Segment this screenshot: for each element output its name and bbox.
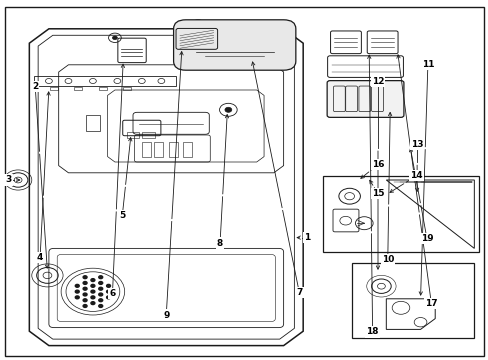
Text: 3: 3 <box>5 175 11 184</box>
Circle shape <box>99 299 102 302</box>
Circle shape <box>75 284 79 287</box>
Circle shape <box>195 23 201 27</box>
Bar <box>34 76 176 86</box>
Bar <box>154 142 163 157</box>
FancyBboxPatch shape <box>326 81 403 117</box>
Circle shape <box>91 284 95 287</box>
Circle shape <box>91 279 95 282</box>
Bar <box>142 132 154 138</box>
Text: 11: 11 <box>421 60 433 69</box>
Circle shape <box>91 302 95 305</box>
Circle shape <box>106 296 110 299</box>
Bar <box>351 263 473 338</box>
Text: 1: 1 <box>304 233 309 242</box>
Text: 18: 18 <box>366 328 378 336</box>
Bar <box>50 87 58 90</box>
Text: 19: 19 <box>420 234 432 243</box>
Bar <box>123 87 131 90</box>
Circle shape <box>91 290 95 293</box>
Text: 15: 15 <box>371 189 384 198</box>
Circle shape <box>75 296 79 299</box>
FancyBboxPatch shape <box>173 20 295 70</box>
Bar <box>85 115 100 131</box>
Text: 7: 7 <box>295 288 302 297</box>
Text: 6: 6 <box>109 289 115 298</box>
Bar <box>126 132 139 138</box>
Bar <box>322 176 478 252</box>
Text: 8: 8 <box>217 238 223 248</box>
Text: 4: 4 <box>37 253 43 262</box>
Circle shape <box>112 36 117 40</box>
Text: 16: 16 <box>371 160 384 169</box>
Circle shape <box>224 107 231 112</box>
Circle shape <box>106 290 110 293</box>
Text: 17: 17 <box>424 299 437 307</box>
Circle shape <box>99 287 102 290</box>
Text: 10: 10 <box>381 256 393 264</box>
Text: 12: 12 <box>371 77 384 85</box>
Bar <box>183 142 192 157</box>
Bar <box>74 87 82 90</box>
Circle shape <box>99 282 102 284</box>
Circle shape <box>83 282 87 284</box>
Circle shape <box>83 287 87 290</box>
Text: 14: 14 <box>409 171 422 180</box>
Text: 9: 9 <box>163 310 169 320</box>
Circle shape <box>75 290 79 293</box>
Circle shape <box>83 305 87 307</box>
Circle shape <box>83 276 87 279</box>
FancyBboxPatch shape <box>176 28 217 49</box>
Circle shape <box>99 305 102 307</box>
Circle shape <box>99 276 102 279</box>
Circle shape <box>91 296 95 299</box>
Text: 2: 2 <box>32 82 38 91</box>
Circle shape <box>83 293 87 296</box>
Text: 5: 5 <box>119 211 125 220</box>
Circle shape <box>83 299 87 302</box>
Bar <box>142 142 150 157</box>
Bar <box>168 142 177 157</box>
Text: 13: 13 <box>410 140 423 149</box>
Bar <box>99 87 106 90</box>
Circle shape <box>99 293 102 296</box>
Circle shape <box>106 284 110 287</box>
